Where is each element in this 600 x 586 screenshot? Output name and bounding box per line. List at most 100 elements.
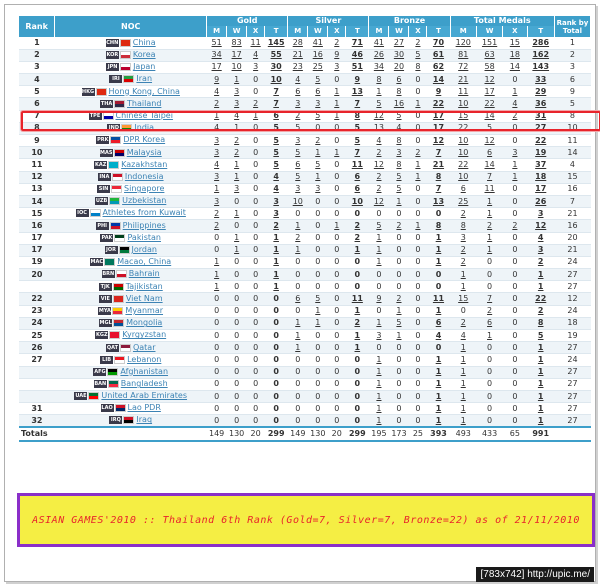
- country-link[interactable]: Korea: [132, 50, 156, 60]
- country-link[interactable]: India: [134, 123, 155, 133]
- t-medal-cell[interactable]: 1: [502, 171, 527, 184]
- t-medal-cell[interactable]: 1: [476, 207, 503, 221]
- country-link[interactable]: Thailand: [127, 98, 162, 108]
- t-medal-cell[interactable]: 1: [527, 378, 555, 391]
- g-medal-cell[interactable]: 5: [264, 158, 288, 172]
- s-medal-cell[interactable]: 3: [307, 97, 328, 111]
- country-link[interactable]: Pakistan: [127, 232, 161, 242]
- s-medal-cell[interactable]: 23: [287, 61, 308, 75]
- g-medal-cell[interactable]: 1: [264, 256, 288, 270]
- g-medal-cell[interactable]: 1: [226, 244, 247, 257]
- country-link[interactable]: Kazakhstan: [121, 159, 168, 169]
- t-medal-cell[interactable]: 10: [450, 171, 477, 184]
- g-medal-cell[interactable]: 3: [206, 134, 227, 148]
- s-medal-cell[interactable]: 3: [307, 183, 328, 196]
- t-medal-cell[interactable]: 18: [502, 49, 527, 62]
- g-medal-cell[interactable]: 3: [264, 195, 288, 209]
- t-medal-cell[interactable]: 63: [476, 49, 503, 62]
- s-medal-cell[interactable]: 5: [287, 146, 308, 160]
- t-medal-cell[interactable]: 15: [450, 110, 477, 123]
- t-medal-cell[interactable]: 1: [527, 341, 555, 355]
- b-medal-cell[interactable]: 21: [426, 158, 451, 172]
- g-medal-cell[interactable]: 2: [226, 134, 247, 148]
- g-medal-cell[interactable]: 4: [206, 122, 227, 136]
- s-medal-cell[interactable]: 5: [307, 292, 328, 306]
- g-medal-cell[interactable]: 10: [226, 61, 247, 75]
- t-medal-cell[interactable]: 1: [450, 366, 477, 379]
- g-medal-cell[interactable]: 2: [226, 146, 247, 160]
- s-medal-cell[interactable]: 6: [345, 183, 369, 196]
- s-medal-cell[interactable]: 3: [287, 134, 308, 148]
- s-medal-cell[interactable]: 1: [307, 305, 328, 318]
- country-link[interactable]: Indonesia: [124, 171, 164, 181]
- country-link[interactable]: Philippines: [122, 220, 166, 230]
- t-medal-cell[interactable]: 4: [502, 97, 527, 111]
- country-link[interactable]: United Arab Emirates: [101, 391, 188, 401]
- country-link[interactable]: Iraq: [136, 415, 153, 425]
- t-medal-cell[interactable]: 3: [527, 207, 555, 221]
- t-medal-cell[interactable]: 14: [476, 110, 503, 123]
- b-medal-cell[interactable]: 5: [368, 97, 389, 111]
- s-medal-cell[interactable]: 5: [307, 73, 328, 87]
- t-medal-cell[interactable]: 1: [450, 280, 477, 294]
- t-medal-cell[interactable]: 1: [450, 402, 477, 416]
- t-medal-cell[interactable]: 1: [476, 244, 503, 257]
- b-medal-cell[interactable]: 2: [368, 171, 389, 184]
- s-medal-cell[interactable]: 6: [287, 158, 308, 172]
- s-medal-cell[interactable]: 6: [345, 171, 369, 184]
- country-link[interactable]: Myanmar: [125, 305, 164, 315]
- t-medal-cell[interactable]: 1: [527, 268, 555, 282]
- t-medal-cell[interactable]: 6: [450, 183, 477, 196]
- g-medal-cell[interactable]: 2: [246, 97, 265, 111]
- s-medal-cell[interactable]: 2: [345, 219, 369, 233]
- t-medal-cell[interactable]: 4: [527, 232, 555, 245]
- b-medal-cell[interactable]: 17: [426, 122, 451, 136]
- t-medal-cell[interactable]: 2: [476, 219, 503, 233]
- g-medal-cell[interactable]: 1: [264, 268, 288, 282]
- t-medal-cell[interactable]: 10: [450, 97, 477, 111]
- g-medal-cell[interactable]: 7: [264, 97, 288, 111]
- t-medal-cell[interactable]: 2: [502, 110, 527, 123]
- g-medal-cell[interactable]: 1: [226, 158, 247, 172]
- g-medal-cell[interactable]: 10: [264, 73, 288, 87]
- s-medal-cell[interactable]: 9: [327, 49, 346, 62]
- s-medal-cell[interactable]: 71: [345, 37, 369, 50]
- g-medal-cell[interactable]: 3: [206, 146, 227, 160]
- country-link[interactable]: Tajikistan: [125, 281, 163, 291]
- s-medal-cell[interactable]: 1: [287, 219, 308, 233]
- t-medal-cell[interactable]: 2: [527, 256, 555, 270]
- s-medal-cell[interactable]: 1: [327, 110, 346, 123]
- g-medal-cell[interactable]: 1: [206, 110, 227, 123]
- g-medal-cell[interactable]: 4: [246, 49, 265, 62]
- s-medal-cell[interactable]: 9: [345, 73, 369, 87]
- g-medal-cell[interactable]: 2: [206, 97, 227, 111]
- t-medal-cell[interactable]: 143: [527, 61, 555, 75]
- t-medal-cell[interactable]: 22: [527, 292, 555, 306]
- g-medal-cell[interactable]: 3: [226, 183, 247, 196]
- t-medal-cell[interactable]: 37: [527, 158, 555, 172]
- s-medal-cell[interactable]: 1: [327, 219, 346, 233]
- t-medal-cell[interactable]: 36: [527, 97, 555, 111]
- s-medal-cell[interactable]: 13: [345, 85, 369, 99]
- t-medal-cell[interactable]: 25: [450, 195, 477, 209]
- s-medal-cell[interactable]: 6: [307, 85, 328, 99]
- b-medal-cell[interactable]: 7: [426, 146, 451, 160]
- b-medal-cell[interactable]: 2: [368, 146, 389, 160]
- s-medal-cell[interactable]: 4: [287, 73, 308, 87]
- t-medal-cell[interactable]: 286: [527, 37, 555, 50]
- t-medal-cell[interactable]: 3: [450, 232, 477, 245]
- t-medal-cell[interactable]: 162: [527, 49, 555, 62]
- b-medal-cell[interactable]: 1: [368, 244, 389, 257]
- t-medal-cell[interactable]: 22: [476, 97, 503, 111]
- country-link[interactable]: DPR Korea: [123, 135, 166, 145]
- b-medal-cell[interactable]: 1: [368, 256, 389, 270]
- t-medal-cell[interactable]: 8: [527, 317, 555, 331]
- s-medal-cell[interactable]: 3: [327, 61, 346, 75]
- b-medal-cell[interactable]: 5: [368, 219, 389, 233]
- t-medal-cell[interactable]: 18: [527, 171, 555, 184]
- b-medal-cell[interactable]: 2: [368, 183, 389, 196]
- country-link[interactable]: Bangladesh: [120, 379, 168, 389]
- g-medal-cell[interactable]: 1: [226, 232, 247, 245]
- country-link[interactable]: Afghanistan: [120, 366, 169, 376]
- s-medal-cell[interactable]: 16: [307, 49, 328, 62]
